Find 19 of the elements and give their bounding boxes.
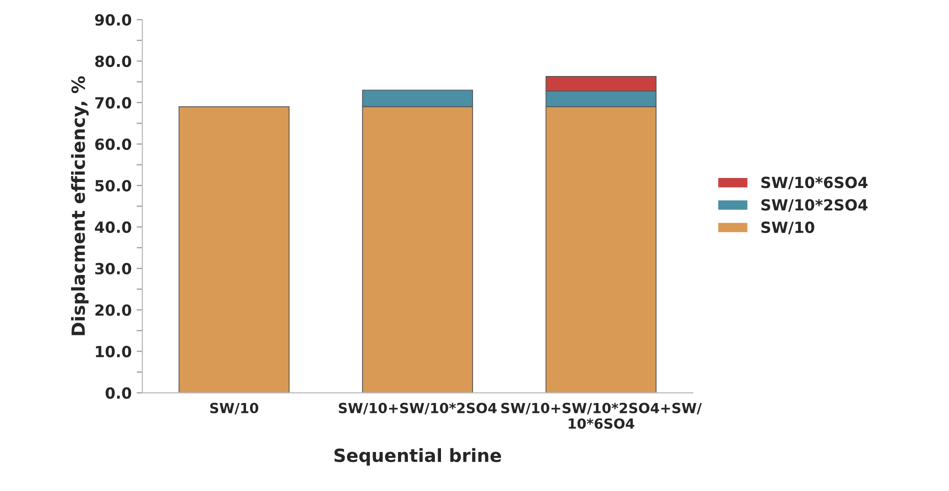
x-tick-label: SW/10: [210, 402, 258, 414]
y-tick-label: 60.0: [95, 138, 132, 150]
x-tick-label: SW/10+SW/10*2SO4+SW/ 10*6SO4: [501, 402, 702, 429]
y-tick-label: 40.0: [94, 221, 132, 233]
legend-label: SW/10*2SO4: [761, 199, 868, 212]
bar: [178, 106, 290, 393]
y-tick-label: 80.0: [95, 56, 132, 68]
y-tick-label: 70.0: [95, 97, 132, 109]
y-tick-label: 0.0: [106, 387, 132, 399]
y-tick-label: 90.0: [95, 14, 132, 26]
y-tick-label: 30.0: [95, 262, 132, 274]
legend-label: SW/10*6SO4: [761, 176, 868, 190]
x-axis-title: Sequential brine: [334, 448, 502, 466]
y-tick-label: 20.0: [95, 304, 132, 316]
y-tick-label: 10.0: [96, 346, 132, 358]
y-tick-label: 50.0: [95, 180, 132, 192]
x-tick-label: SW/10+SW/10*2SO4: [338, 402, 497, 414]
y-axis-title: Displacment efficiency, %: [71, 76, 89, 336]
legend-label: SW/10: [761, 222, 814, 234]
